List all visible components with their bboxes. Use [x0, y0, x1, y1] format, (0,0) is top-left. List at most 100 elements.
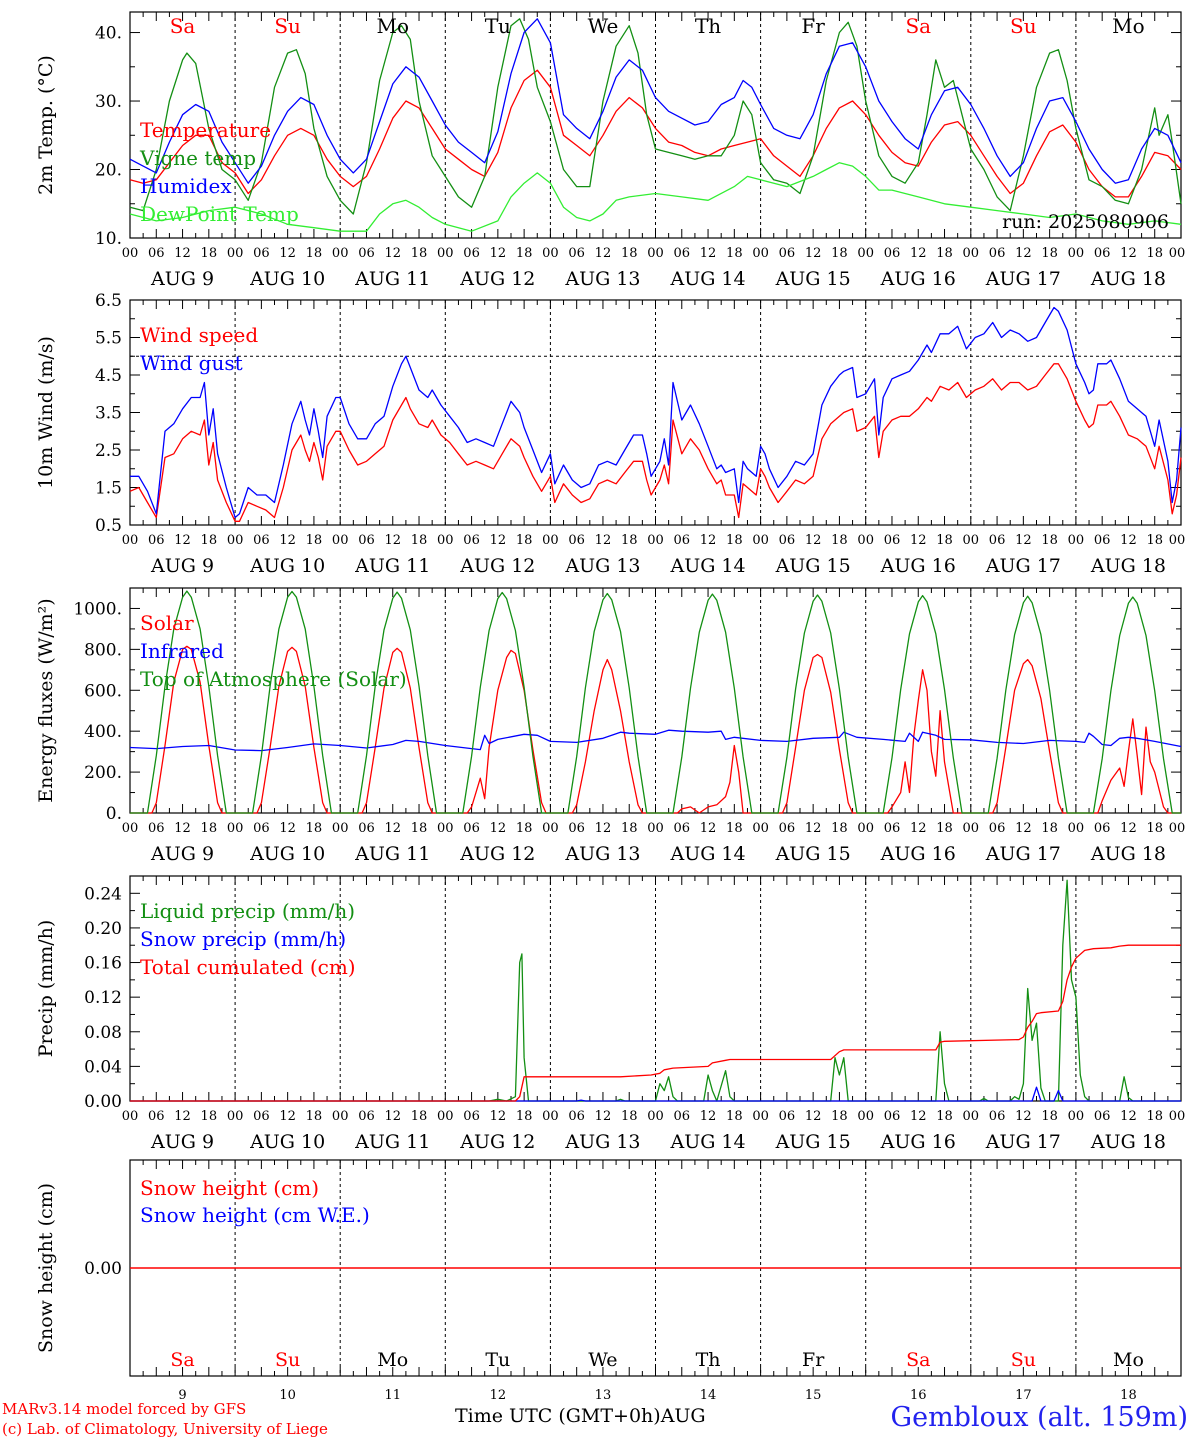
hour-tick-label: 12	[1120, 533, 1137, 548]
date-label: AUG 16	[880, 1131, 956, 1153]
y-tick-label: 800.	[84, 640, 122, 660]
hour-tick-label: 06	[148, 533, 165, 548]
day-abbr-label: Su	[1010, 14, 1037, 38]
series-line-wind-speed	[129, 363, 1182, 522]
hour-tick-label: 00	[227, 1109, 244, 1124]
series-line-vigne-temp	[129, 18, 1182, 215]
hour-tick-label: 12	[1120, 821, 1137, 836]
hour-tick-label: 00	[332, 246, 349, 261]
date-label: AUG 17	[985, 1131, 1061, 1153]
date-label: AUG 14	[669, 555, 745, 577]
series-line-wind-gust	[130, 306, 1182, 519]
y-axis-label: Energy fluxes (W/m²)	[35, 598, 57, 802]
date-label: AUG 10	[249, 843, 325, 865]
hour-tick-label: 12	[279, 533, 296, 548]
date-label: AUG 9	[150, 843, 214, 865]
legend-entry: Solar	[140, 611, 194, 635]
hour-tick-label: 18	[726, 1109, 743, 1124]
y-axis-label: 2m Temp. (°C)	[35, 55, 57, 195]
hour-tick-label: 18	[621, 1109, 638, 1124]
date-label: AUG 12	[459, 555, 535, 577]
hour-tick-label: 06	[884, 246, 901, 261]
hour-tick-label: 06	[568, 821, 585, 836]
hour-tick-label: 06	[989, 1109, 1006, 1124]
hour-tick-label: 12	[1015, 533, 1032, 548]
hour-tick-label: 00	[963, 1109, 980, 1124]
hour-tick-label: 12	[910, 246, 927, 261]
date-label: AUG 18	[1090, 1131, 1166, 1153]
date-label: AUG 17	[985, 555, 1061, 577]
hour-tick-label: 12	[490, 246, 507, 261]
date-label: AUG 17	[985, 268, 1061, 290]
day-abbr-label: Mo	[1112, 14, 1145, 38]
hour-tick-label: 18	[306, 1109, 323, 1124]
hour-tick-label: 00	[1169, 533, 1186, 548]
day-number-label: 12	[490, 1388, 507, 1403]
hour-tick-label: 00	[542, 246, 559, 261]
hour-tick-label: 06	[989, 821, 1006, 836]
hour-tick-label: 12	[700, 246, 717, 261]
hour-tick-label: 18	[516, 246, 533, 261]
y-tick-label: 0.08	[84, 1023, 122, 1043]
legend-entry: Liquid precip (mm/h)	[140, 899, 355, 923]
hour-tick-label: 06	[568, 533, 585, 548]
hour-tick-label: 18	[411, 1109, 428, 1124]
hour-tick-label: 00	[332, 1109, 349, 1124]
hour-tick-label: 06	[989, 533, 1006, 548]
hour-tick-label: 18	[831, 821, 848, 836]
hour-tick-label: 00	[122, 246, 139, 261]
series-line-top-of-atmosphere-solar	[130, 590, 1181, 814]
hour-tick-label: 06	[674, 821, 691, 836]
hour-tick-label: 00	[647, 1109, 664, 1124]
series-line-total-cumulated-cm	[130, 944, 1181, 1102]
hour-tick-label: 12	[384, 246, 401, 261]
hour-tick-label: 00	[647, 533, 664, 548]
hour-tick-label: 18	[411, 821, 428, 836]
hour-tick-label: 12	[910, 1109, 927, 1124]
hour-tick-label: 12	[279, 246, 296, 261]
day-abbr-label: Sa	[170, 14, 196, 38]
y-tick-label: 5.5	[95, 329, 122, 349]
hour-tick-label: 00	[647, 821, 664, 836]
hour-tick-label: 12	[174, 821, 191, 836]
legend-entry: Snow precip (mm/h)	[140, 927, 346, 951]
y-tick-label: 0.00	[84, 1092, 122, 1112]
hour-tick-label: 18	[1041, 1109, 1058, 1124]
hour-tick-label: 06	[1094, 1109, 1111, 1124]
day-abbr-label: Su	[274, 14, 301, 38]
hour-tick-label: 12	[805, 1109, 822, 1124]
y-tick-label: 0.04	[84, 1057, 122, 1077]
hour-tick-label: 18	[621, 246, 638, 261]
y-tick-label: 0.00	[84, 1259, 122, 1279]
hour-tick-label: 12	[910, 821, 927, 836]
hour-tick-label: 06	[1094, 533, 1111, 548]
hour-tick-label: 12	[1015, 821, 1032, 836]
hour-tick-label: 00	[963, 821, 980, 836]
day-abbr-label: Fr	[802, 1349, 825, 1371]
hour-tick-label: 18	[306, 246, 323, 261]
date-label: AUG 9	[150, 1131, 214, 1153]
y-tick-label: 3.5	[95, 404, 122, 424]
series-line-temperature	[129, 69, 1182, 198]
hour-tick-label: 18	[1146, 1109, 1163, 1124]
hour-tick-label: 00	[122, 533, 139, 548]
hour-tick-label: 06	[779, 821, 796, 836]
hour-tick-label: 00	[1169, 246, 1186, 261]
hour-tick-label: 06	[568, 246, 585, 261]
hour-tick-label: 18	[411, 533, 428, 548]
date-label: AUG 10	[249, 555, 325, 577]
hour-tick-label: 18	[306, 821, 323, 836]
panel-frame	[129, 299, 1182, 526]
hour-tick-label: 12	[700, 533, 717, 548]
hour-tick-label: 00	[542, 533, 559, 548]
date-label: AUG 16	[880, 555, 956, 577]
hour-tick-label: 00	[752, 246, 769, 261]
hour-tick-label: 00	[437, 533, 454, 548]
day-abbr-label: Sa	[906, 1349, 930, 1371]
hour-tick-label: 00	[1169, 1109, 1186, 1124]
legend-entry: Total cumulated (cm)	[140, 955, 356, 979]
hour-tick-label: 12	[384, 1109, 401, 1124]
date-label: AUG 13	[564, 555, 640, 577]
day-number-label: 17	[1015, 1388, 1032, 1403]
